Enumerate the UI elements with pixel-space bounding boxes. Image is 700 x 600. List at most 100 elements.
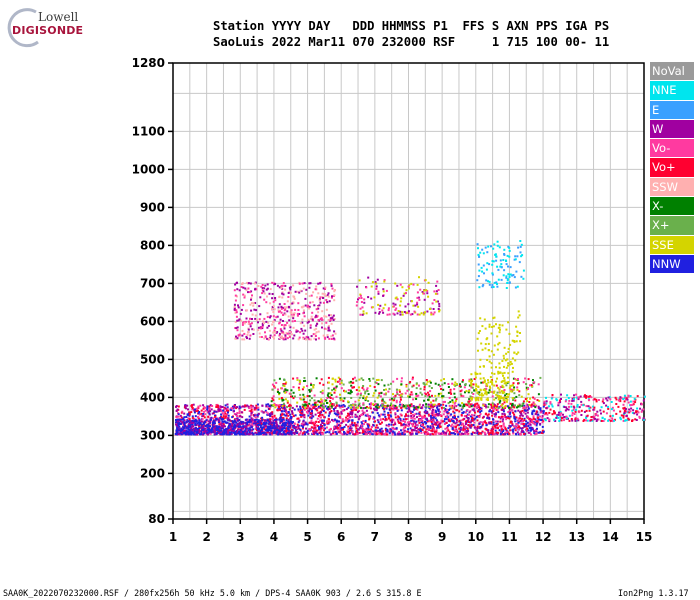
echo-point [380,404,383,407]
echo-point [549,402,552,405]
echo-point [446,411,449,414]
echo-point [226,432,229,435]
echo-point [624,398,627,401]
echo-point [272,422,275,424]
echo-point [318,382,321,385]
echo-point [580,403,583,406]
echo-point [202,415,205,417]
echo-point [277,306,280,309]
echo-point [576,404,579,406]
echo-point [369,384,372,387]
echo-point [322,334,325,337]
echo-point [358,431,361,434]
echo-point [283,379,286,381]
echo-point [242,286,245,289]
echo-point [275,381,278,384]
echo-point [404,305,407,308]
echo-point [302,420,305,423]
echo-point [390,407,393,410]
echo-point [426,391,429,394]
echo-point [441,395,444,398]
echo-point [606,399,609,402]
echo-point [257,321,259,324]
echo-point [238,432,241,435]
echo-point [402,424,405,427]
echo-point [278,296,281,299]
echo-point [326,423,329,426]
echo-point [610,408,613,411]
echo-point [323,399,326,402]
echo-point [622,403,625,406]
echo-point [599,409,602,412]
echo-point [627,417,630,420]
echo-point [230,430,233,432]
echo-point [342,405,345,408]
echo-point [406,418,409,420]
echo-point [232,428,234,431]
echo-point [250,298,252,301]
echo-point [289,291,292,294]
echo-point [480,381,483,384]
echo-point [269,414,272,417]
echo-point [370,426,373,429]
echo-point [333,428,336,431]
echo-point [404,423,407,426]
echo-point [378,392,381,395]
echo-point [423,386,426,388]
echo-point [236,337,239,340]
echo-point [360,297,363,299]
echo-point [520,422,523,425]
echo-point [235,311,238,314]
echo-point [262,426,265,429]
echo-point [271,383,274,386]
echo-point [317,282,320,285]
echo-point [276,426,279,429]
echo-point [382,418,385,421]
echo-point [472,393,475,395]
echo-point [478,269,481,272]
echo-point [298,389,301,391]
echo-point [334,378,337,381]
echo-point [201,415,204,418]
echo-point [252,421,255,424]
echo-point [261,322,264,325]
echo-point [559,401,562,404]
echo-point [250,419,253,422]
echo-point [186,419,189,422]
echo-point [421,422,424,425]
echo-point [453,414,456,417]
echo-point [202,422,205,425]
echo-point [595,420,598,422]
echo-point [191,419,194,422]
echo-point [271,432,274,435]
echo-point [537,431,540,434]
echo-point [401,433,404,436]
echo-point [439,403,442,406]
echo-point [525,423,528,426]
echo-point [280,332,283,334]
echo-point [319,416,322,419]
echo-point [206,433,209,436]
echo-point [392,430,395,433]
echo-point [315,338,317,341]
echo-point [247,323,250,325]
echo-point [629,404,632,407]
echo-point [574,416,577,419]
echo-point [280,284,283,287]
echo-point [204,406,207,409]
echo-point [260,336,263,338]
echo-point [365,398,368,400]
echo-point [288,335,291,338]
echo-point [241,429,244,432]
echo-point [407,310,410,313]
echo-point [251,294,253,297]
echo-point [182,432,185,435]
echo-point [320,401,323,403]
echo-point [188,430,191,433]
echo-point [440,419,443,422]
echo-point [284,324,287,327]
echo-point [307,318,310,321]
echo-point [474,417,477,420]
echo-point [423,392,426,395]
echo-point [292,391,295,394]
